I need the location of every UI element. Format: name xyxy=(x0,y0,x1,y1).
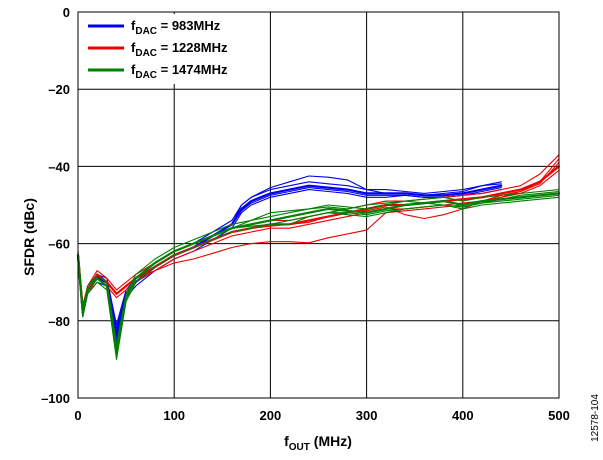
series-0-trace-0 xyxy=(77,181,502,326)
legend-label-sub: DAC xyxy=(135,26,157,37)
series-1 xyxy=(76,154,561,314)
series-layer xyxy=(76,154,561,360)
y-tick-label: –60 xyxy=(48,237,70,252)
legend-label: fDAC = 1228MHz xyxy=(131,40,228,59)
legend-label-sub: DAC xyxy=(135,70,157,81)
series-0-trace-2 xyxy=(77,175,502,330)
legend-label-main: f xyxy=(131,40,136,55)
y-tick-label: 0 xyxy=(63,5,70,20)
legend-label-sub: DAC xyxy=(135,48,157,59)
y-tick-label: –100 xyxy=(41,391,70,406)
x-tick-label: 0 xyxy=(74,408,81,423)
x-tick-label: 100 xyxy=(163,408,185,423)
figure-id: 12578-104 xyxy=(590,394,601,442)
x-tick-label: 200 xyxy=(260,408,282,423)
x-tick-labels: 0 100 200 300 400 500 xyxy=(74,408,569,423)
series-1-trace-0 xyxy=(77,154,560,306)
x-axis-title-rest: (MHz) xyxy=(310,433,352,449)
x-tick-label: 300 xyxy=(356,408,378,423)
series-1-trace-3 xyxy=(77,158,560,310)
y-tick-labels: 0 –20 –40 –60 –80 –100 xyxy=(41,5,70,406)
legend-label-rest: = 1474MHz xyxy=(157,62,228,77)
legend-label: fDAC = 1474MHz xyxy=(131,62,228,81)
series-2-trace-1 xyxy=(77,196,560,360)
x-axis-title-sub: OUT xyxy=(289,442,310,453)
x-tick-label: 500 xyxy=(548,408,570,423)
y-tick-label: –20 xyxy=(48,82,70,97)
x-axis-title-main: f xyxy=(284,433,289,449)
y-axis-title: SFDR (dBc) xyxy=(21,198,37,276)
x-tick-label: 400 xyxy=(452,408,474,423)
y-tick-label: –80 xyxy=(48,314,70,329)
y-tick-label: –40 xyxy=(48,159,70,174)
plot-frame xyxy=(77,11,560,399)
legend-label: fDAC = 983MHz xyxy=(131,18,221,37)
x-axis-title: fOUT (MHz) xyxy=(284,433,352,453)
series-2 xyxy=(76,189,561,360)
series-0-line xyxy=(76,184,503,334)
legend-label-rest: = 983MHz xyxy=(157,18,221,33)
series-1-trace-1 xyxy=(77,169,560,314)
series-2-line xyxy=(76,192,561,353)
legend-label-main: f xyxy=(131,62,136,77)
series-0-trace-3 xyxy=(77,187,502,337)
legend-label-main: f xyxy=(131,18,136,33)
legend-label-rest: = 1228MHz xyxy=(157,40,228,55)
